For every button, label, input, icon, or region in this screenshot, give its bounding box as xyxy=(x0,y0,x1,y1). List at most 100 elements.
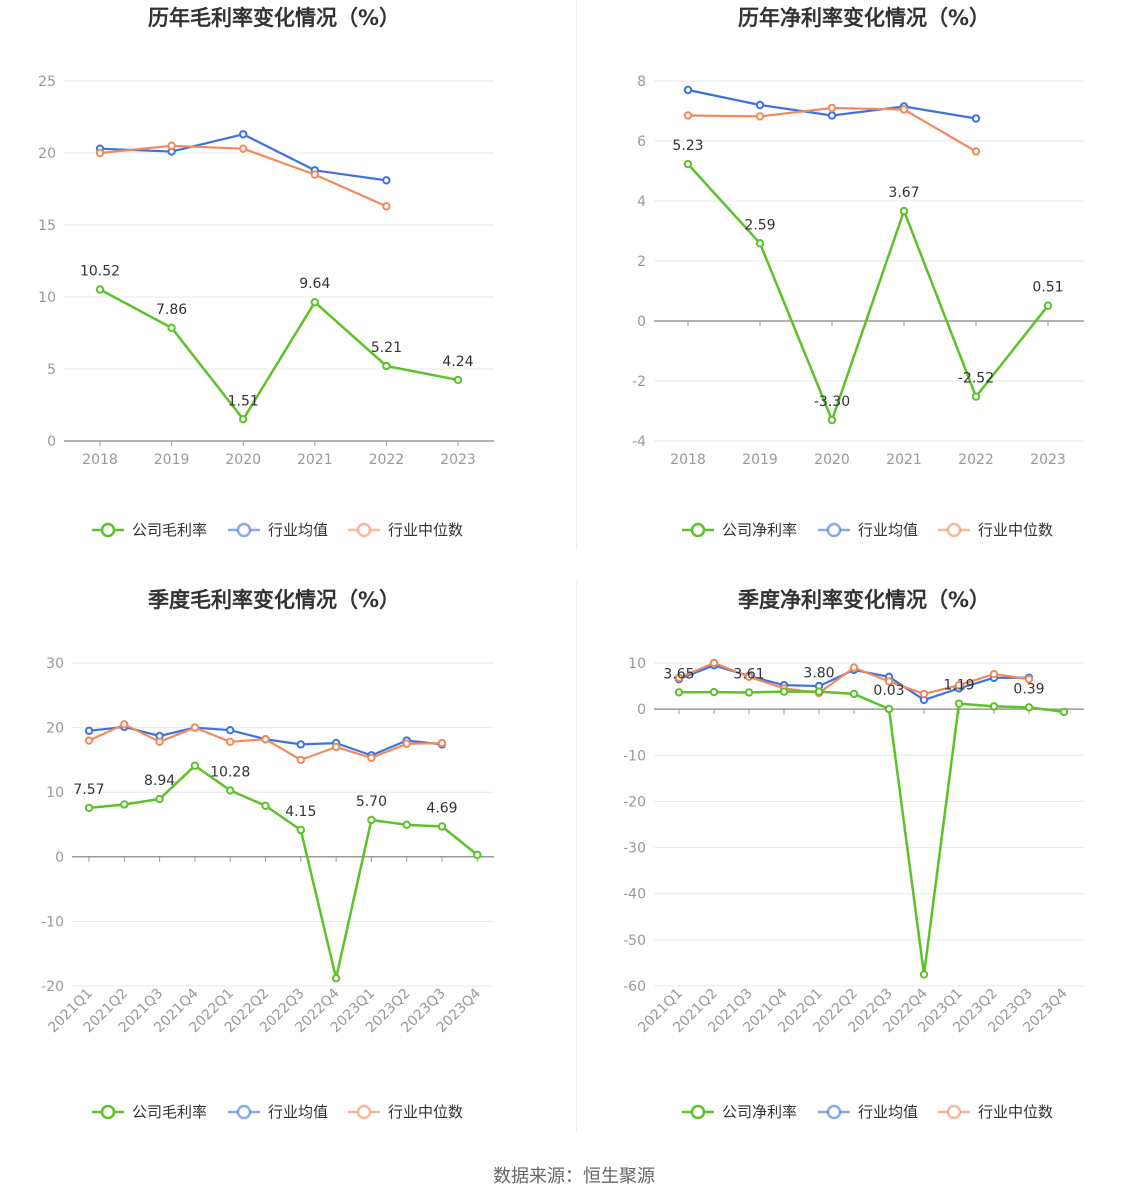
data-label: 1.51 xyxy=(228,393,259,409)
x-tick-label: 2022 xyxy=(958,452,994,468)
data-point-avg xyxy=(755,100,765,110)
legend-marker-icon xyxy=(236,522,252,538)
data-point-median xyxy=(1024,674,1034,684)
series-line-company xyxy=(687,163,1049,422)
y-tick-label: -30 xyxy=(623,841,646,857)
y-tick-label: -50 xyxy=(623,933,646,949)
data-point-median xyxy=(437,738,447,748)
data-point-company xyxy=(709,687,719,697)
x-tick-label: 2022 xyxy=(369,452,405,468)
y-tick-label: 8 xyxy=(637,74,646,90)
data-point-median xyxy=(709,658,719,668)
legend-marker-icon xyxy=(690,1104,706,1120)
x-tick-label: 2018 xyxy=(670,452,706,468)
data-label: 3.61 xyxy=(733,666,764,682)
legend-item-company: 公司净利率 xyxy=(682,1103,797,1121)
data-point-median xyxy=(849,663,859,672)
y-tick-label: 0 xyxy=(637,314,646,330)
y-tick-label: 0 xyxy=(637,702,646,718)
data-point-company xyxy=(239,415,248,424)
data-label: 5.21 xyxy=(371,340,402,356)
data-point-company xyxy=(95,285,105,294)
legend-item-avg: 行业均值 xyxy=(818,1103,918,1121)
data-point-avg xyxy=(382,176,391,185)
x-tick-label: 2021 xyxy=(297,452,333,468)
legend-marker-icon xyxy=(826,522,842,538)
data-label: 7.86 xyxy=(156,302,187,318)
chart-title: 历年净利率变化情况（%） xyxy=(738,6,990,30)
data-point-avg xyxy=(296,740,305,749)
data-point-median xyxy=(954,680,964,690)
legend-label: 行业均值 xyxy=(858,1103,918,1121)
data-point-company xyxy=(779,687,789,696)
data-point-company xyxy=(683,159,693,169)
data-point-median xyxy=(382,202,391,211)
legend-item-company: 公司毛利率 xyxy=(92,1103,207,1121)
y-tick-label: -40 xyxy=(623,887,646,903)
legend-label: 行业均值 xyxy=(858,521,918,539)
legend-item-median: 行业中位数 xyxy=(938,1103,1053,1121)
data-label: 1.19 xyxy=(943,678,974,694)
y-tick-label: 25 xyxy=(38,74,56,90)
data-point-avg xyxy=(971,114,981,123)
legend-marker-icon xyxy=(100,522,116,538)
data-label: 3.80 xyxy=(803,666,834,682)
data-point-company xyxy=(402,820,411,830)
data-point-avg xyxy=(827,111,837,120)
data-point-company xyxy=(755,239,765,248)
x-tick-label: 2023 xyxy=(440,452,476,468)
data-label: 5.70 xyxy=(356,794,387,810)
data-point-median xyxy=(919,689,929,699)
y-tick-label: -20 xyxy=(41,979,64,995)
legend-item-company: 公司毛利率 xyxy=(92,521,207,539)
data-point-median xyxy=(402,739,411,748)
legend-marker-icon xyxy=(946,1104,962,1120)
annual-net-margin-chart: 历年净利率变化情况（%） -4 -2 0 2 4 6 8 2018 2019 2020 2021 202… xyxy=(632,6,1084,539)
data-point-median xyxy=(367,753,376,763)
data-point-median xyxy=(190,723,200,732)
data-point-median xyxy=(755,112,765,121)
legend-item-median: 行业中位数 xyxy=(938,521,1053,539)
data-point-company xyxy=(120,800,129,809)
data-point-company xyxy=(971,392,981,401)
legend-label: 行业中位数 xyxy=(388,1103,463,1121)
data-point-company xyxy=(849,689,859,699)
legend-item-median: 行业中位数 xyxy=(348,521,463,539)
data-point-company xyxy=(84,803,94,813)
legend-item-avg: 行业均值 xyxy=(818,521,918,539)
legend-item-median: 行业中位数 xyxy=(348,1103,463,1121)
legend-label: 行业均值 xyxy=(268,1103,328,1121)
series-line-company xyxy=(88,764,479,980)
data-label: 9.64 xyxy=(299,276,330,292)
annual-net-margin-panel: 历年净利率变化情况（%） -4 -2 0 2 4 6 8 2018 2019 2020 2021 202… xyxy=(590,0,1148,582)
series-line-company xyxy=(678,690,1065,976)
data-point-company xyxy=(167,323,176,333)
legend-item-avg: 行业均值 xyxy=(228,1103,328,1121)
legend-label: 公司毛利率 xyxy=(132,1103,207,1121)
data-point-company xyxy=(310,297,319,307)
data-point-company xyxy=(989,702,999,711)
y-tick-label: 10 xyxy=(46,785,64,801)
quarterly-net-margin-chart: 季度净利率变化情况（%）-60-50-40-30-20-100102021Q12… xyxy=(623,588,1084,1121)
series-line-avg xyxy=(99,133,387,182)
data-point-median xyxy=(989,669,999,679)
data-point-avg xyxy=(226,725,235,735)
y-tick-label: 20 xyxy=(46,721,64,737)
legend-label: 行业均值 xyxy=(268,521,328,539)
data-label: 4.24 xyxy=(442,354,473,370)
data-point-median xyxy=(884,677,894,686)
data-point-avg xyxy=(84,726,94,736)
chart-title: 季度毛利率变化情况（%） xyxy=(148,588,400,612)
data-point-company xyxy=(884,704,894,714)
y-tick-label: 0 xyxy=(47,434,56,450)
legend-marker-icon xyxy=(356,1104,372,1120)
data-point-median xyxy=(683,111,693,120)
data-point-company xyxy=(331,974,341,983)
y-tick-label: -10 xyxy=(623,748,646,764)
data-point-median xyxy=(261,735,270,744)
x-tick-label: 2019 xyxy=(154,452,190,468)
data-point-median xyxy=(84,736,94,745)
data-label: 5.23 xyxy=(672,138,703,154)
data-point-company xyxy=(919,970,929,979)
data-label: 4.15 xyxy=(285,804,316,820)
